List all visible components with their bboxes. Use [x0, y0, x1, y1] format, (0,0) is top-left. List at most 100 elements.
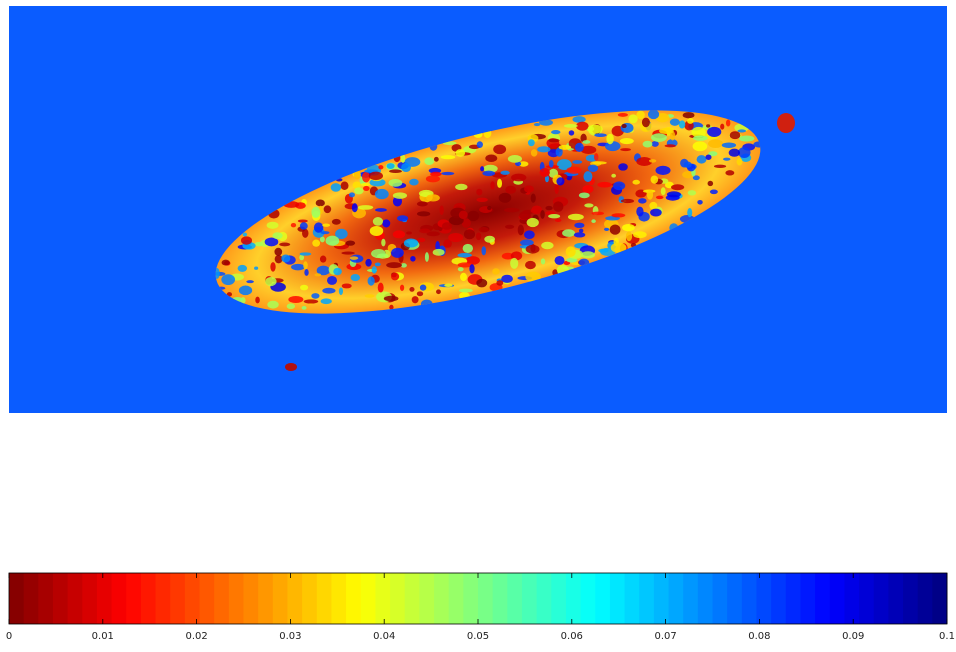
- colorbar-cell: [331, 573, 346, 624]
- island-patch: [679, 120, 685, 128]
- island-patch: [708, 181, 714, 186]
- island-patch: [527, 218, 539, 227]
- island-patch: [267, 222, 279, 229]
- island-patch: [388, 179, 402, 187]
- island-patch: [393, 230, 405, 238]
- island-patch: [346, 240, 356, 245]
- island-patch: [254, 267, 258, 270]
- island-patch: [632, 180, 639, 185]
- island-patch: [440, 205, 444, 215]
- island-patch: [327, 276, 337, 285]
- colorbar-cell: [713, 573, 728, 624]
- island-patch: [621, 124, 626, 128]
- island-patch: [499, 193, 512, 203]
- tick-label: 0.09: [842, 631, 864, 642]
- island-patch: [636, 207, 643, 217]
- island-patch: [291, 264, 305, 270]
- colorbar: [9, 573, 948, 624]
- island-patch: [419, 229, 430, 234]
- island-patch: [554, 183, 558, 194]
- figure: 00.010.020.030.040.050.060.070.080.090.1: [0, 0, 956, 648]
- colorbar-cell: [53, 573, 68, 624]
- island-patch: [389, 169, 402, 173]
- island-patch: [426, 194, 440, 201]
- island-patch: [524, 185, 534, 192]
- colorbar-cell: [449, 573, 464, 624]
- island-patch: [299, 255, 304, 260]
- island-patch: [549, 160, 554, 168]
- island-patch: [339, 288, 343, 296]
- island-patch: [436, 289, 441, 294]
- colorbar-cell: [581, 573, 596, 624]
- island-patch: [714, 165, 726, 168]
- tick-label: 0.04: [373, 631, 395, 642]
- colorbar-cell: [38, 573, 53, 624]
- island-patch: [559, 145, 572, 150]
- island-patch: [492, 268, 499, 274]
- island-patch: [737, 158, 743, 166]
- island-patch: [479, 227, 489, 232]
- island-patch: [518, 225, 524, 236]
- island-patch: [555, 256, 565, 265]
- island-patch: [610, 225, 621, 235]
- colorbar-cell: [800, 573, 815, 624]
- island-patch: [371, 249, 386, 258]
- colorbar-cell: [273, 573, 288, 624]
- island-patch: [322, 288, 335, 294]
- island-patch: [417, 211, 430, 216]
- colorbar-cell: [844, 573, 859, 624]
- colorbar-cell: [9, 573, 24, 624]
- island-patch: [300, 285, 308, 291]
- island-patch: [651, 175, 659, 183]
- island-patch: [434, 157, 439, 162]
- island-patch: [239, 286, 252, 296]
- island-patch: [311, 293, 319, 299]
- island-patch: [541, 258, 545, 264]
- island-patch: [524, 230, 535, 239]
- island-patch: [566, 246, 576, 256]
- island-patch: [582, 140, 590, 144]
- island-patch: [541, 242, 553, 249]
- island-patch: [618, 113, 628, 117]
- island-patch: [531, 209, 539, 214]
- island-patch: [272, 232, 282, 239]
- island-patch: [481, 246, 486, 255]
- island-patch: [321, 231, 330, 234]
- island-patch: [281, 255, 290, 263]
- colorbar-cell: [493, 573, 508, 624]
- island-patch: [726, 120, 730, 127]
- island-patch: [238, 265, 247, 272]
- colorbar-cell: [478, 573, 493, 624]
- island-patch: [354, 187, 364, 194]
- island-patch: [574, 232, 586, 237]
- island-patch: [647, 190, 653, 200]
- colorbar-cell: [888, 573, 903, 624]
- island-patch: [312, 240, 320, 247]
- island-patch: [444, 284, 452, 287]
- island-patch: [365, 294, 375, 297]
- island-patch: [267, 301, 278, 309]
- island-patch: [519, 211, 531, 220]
- island-patch: [320, 256, 326, 263]
- island-patch: [469, 264, 474, 273]
- colorbar-cell: [361, 573, 376, 624]
- island-patch: [387, 163, 395, 169]
- island-patch: [493, 144, 506, 154]
- island-patch: [693, 141, 708, 151]
- island-patch: [362, 172, 370, 183]
- island-patch: [375, 189, 389, 199]
- island-patch: [588, 165, 598, 172]
- island-patch: [363, 186, 370, 191]
- island-patch: [500, 171, 509, 175]
- island-patch: [526, 245, 540, 254]
- island-patch: [572, 160, 582, 164]
- island-patch: [400, 285, 404, 291]
- island-patch: [384, 296, 399, 302]
- colorbar-cell: [639, 573, 654, 624]
- colorbar-cell: [698, 573, 713, 624]
- island-patch: [490, 181, 495, 189]
- island-patch: [597, 182, 611, 188]
- island-patch: [410, 256, 415, 262]
- island-patch: [382, 219, 390, 227]
- island-patch: [350, 256, 358, 260]
